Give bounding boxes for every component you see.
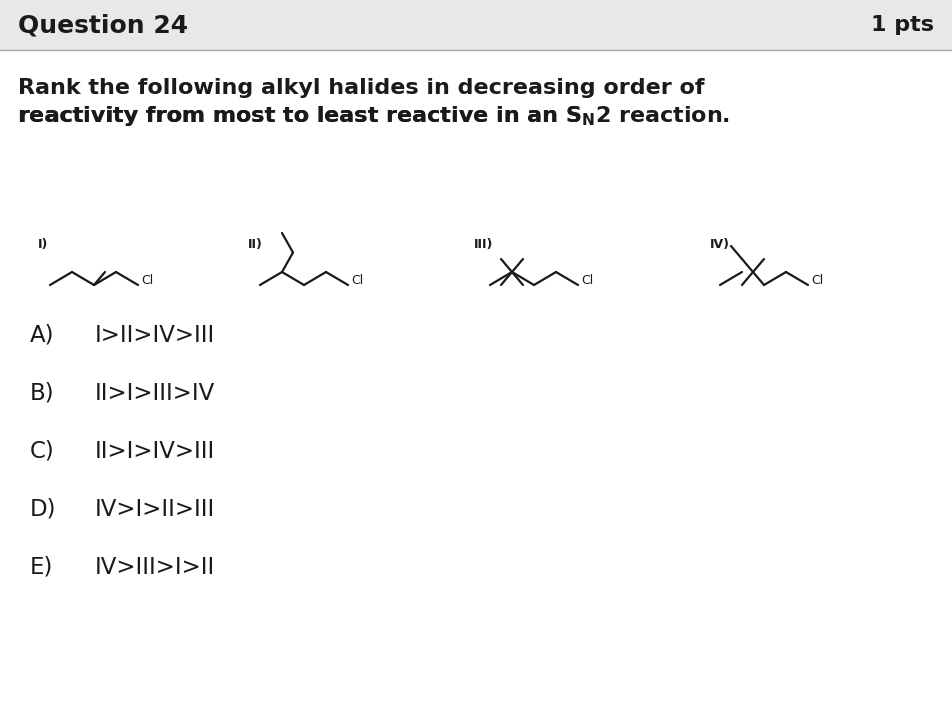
Text: E): E) <box>30 555 53 578</box>
Text: D): D) <box>30 497 56 521</box>
Text: Question 24: Question 24 <box>18 13 188 37</box>
Text: Rank the following alkyl halides in decreasing order of: Rank the following alkyl halides in decr… <box>18 78 704 98</box>
Text: IV): IV) <box>710 238 730 251</box>
Text: 1 pts: 1 pts <box>871 15 934 35</box>
Text: reactivity from most to least reactive in an $\mathregular{S_N}$2 reaction.: reactivity from most to least reactive i… <box>18 104 730 128</box>
Text: Cl: Cl <box>351 274 364 287</box>
Text: A): A) <box>30 323 54 347</box>
Text: Cl: Cl <box>141 274 153 287</box>
Text: I): I) <box>38 238 49 251</box>
Text: IV>III>I>II: IV>III>I>II <box>95 555 215 578</box>
Text: reactivity from most to least reactive in an S: reactivity from most to least reactive i… <box>18 106 582 126</box>
Text: I>II>IV>III: I>II>IV>III <box>95 323 215 347</box>
Text: Cl: Cl <box>811 274 823 287</box>
Text: B): B) <box>30 381 54 404</box>
Text: Cl: Cl <box>581 274 593 287</box>
Bar <box>0 0 952 50</box>
Text: IV>I>II>III: IV>I>II>III <box>95 497 215 521</box>
Text: II>I>IV>III: II>I>IV>III <box>95 440 215 463</box>
Text: II>I>III>IV: II>I>III>IV <box>95 381 215 404</box>
Text: III): III) <box>474 238 493 251</box>
Text: II): II) <box>248 238 263 251</box>
Text: C): C) <box>30 440 55 463</box>
